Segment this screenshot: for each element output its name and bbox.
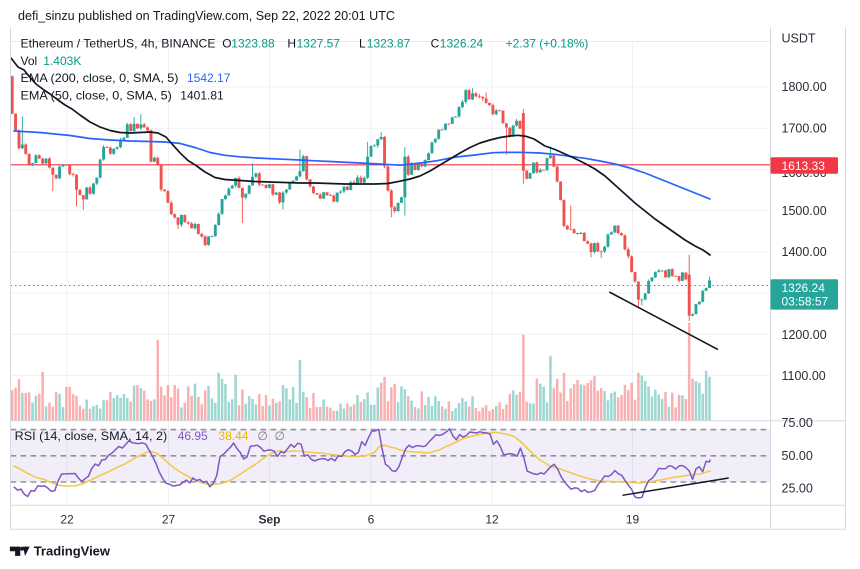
svg-text:75.00: 75.00 <box>782 416 813 430</box>
svg-text:27: 27 <box>162 513 176 527</box>
svg-text:1800.00: 1800.00 <box>782 80 827 94</box>
svg-text:1100.00: 1100.00 <box>782 369 826 383</box>
svg-text:25.00: 25.00 <box>782 482 813 496</box>
svg-text:Ethereum / TetherUS, 4h, BINAN: Ethereum / TetherUS, 4h, BINANCE O1323.88… <box>21 37 589 51</box>
svg-text:50.00: 50.00 <box>782 449 813 463</box>
svg-text:22: 22 <box>60 513 74 527</box>
svg-text:1613.33: 1613.33 <box>782 159 826 173</box>
svg-text:RSI (14, close, SMA, 14, 2)46.: RSI (14, close, SMA, 14, 2) 46.95 38.44 ∅ ∅ <box>15 429 285 443</box>
svg-text:1200.00: 1200.00 <box>782 328 827 342</box>
svg-text:USDT: USDT <box>782 32 816 46</box>
svg-text:03:58:57: 03:58:57 <box>782 295 829 309</box>
svg-text:1700.00: 1700.00 <box>782 121 827 135</box>
svg-text:19: 19 <box>626 513 640 527</box>
svg-text:Sep: Sep <box>258 513 280 527</box>
svg-text:12: 12 <box>485 513 499 527</box>
svg-text:defi_sinzu published on Tradin: defi_sinzu published on TradingView.com,… <box>18 8 395 23</box>
svg-text:1326.24: 1326.24 <box>782 281 826 295</box>
svg-text:1400.00: 1400.00 <box>782 245 827 259</box>
svg-text:1500.00: 1500.00 <box>782 204 827 218</box>
svg-text:6: 6 <box>368 513 375 527</box>
svg-text:TradingView: TradingView <box>34 544 111 559</box>
svg-text:EMA (50, close, 0, SMA, 5)1401: EMA (50, close, 0, SMA, 5) 1401.81 <box>21 88 225 102</box>
svg-text:EMA (200, close, 0, SMA, 5)154: EMA (200, close, 0, SMA, 5) 1542.17 <box>21 71 231 85</box>
